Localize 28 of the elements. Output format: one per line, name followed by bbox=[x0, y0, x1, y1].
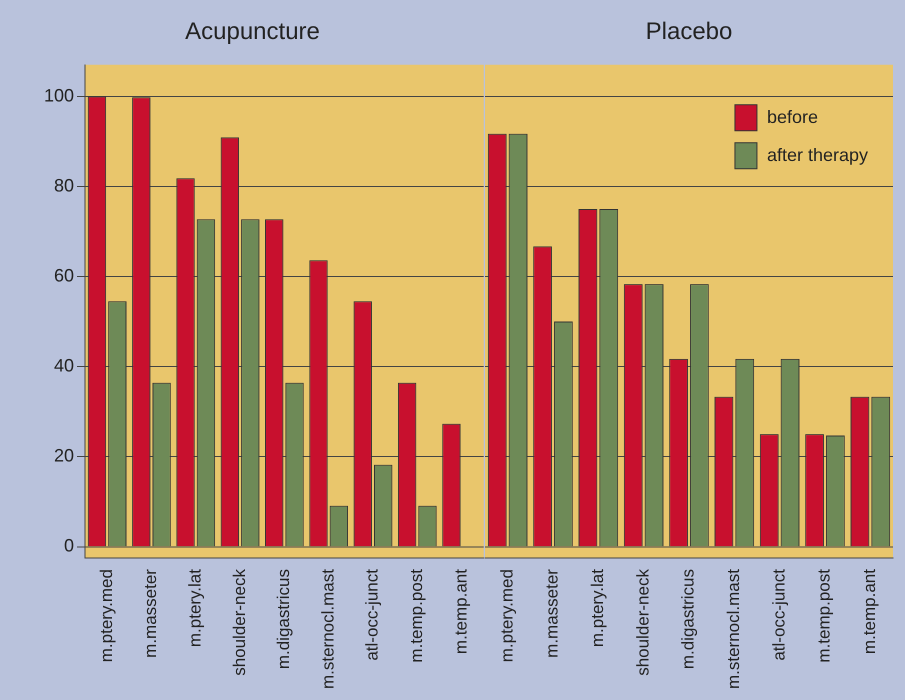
legend-label: after therapy bbox=[766, 144, 868, 165]
x-tick-label: atl-occ-junct bbox=[769, 568, 788, 661]
x-tick-label: m.temp.ant bbox=[860, 568, 880, 654]
x-tick-label: m.digastricus bbox=[678, 569, 698, 670]
x-tick-label: m.ptery.med bbox=[96, 569, 116, 662]
x-tick-label: shoulder-neck bbox=[633, 568, 652, 676]
x-tick-label: m.masseter bbox=[141, 568, 160, 658]
x-tick-label: m.ptery.lat bbox=[185, 568, 204, 648]
y-tick-label: 20 bbox=[54, 446, 74, 466]
y-tick-label: 100 bbox=[44, 85, 74, 106]
x-tick-label: m.ptery.med bbox=[497, 569, 516, 662]
y-tick-label: 60 bbox=[54, 265, 74, 286]
x-tick-label: m.digastricus bbox=[274, 569, 294, 670]
y-tick-label: 0 bbox=[64, 536, 74, 556]
x-tick-label: m.ptery.lat bbox=[588, 568, 608, 648]
x-tick-label: m.temp.post bbox=[406, 568, 426, 663]
y-tick-label: 80 bbox=[54, 175, 74, 196]
chart-title: Acupuncture bbox=[185, 18, 320, 46]
chart-title: Placebo bbox=[646, 18, 732, 46]
x-tick-label: shoulder-neck bbox=[230, 568, 249, 676]
x-tick-label: m.temp.ant bbox=[451, 568, 470, 654]
x-tick-label: m.masseter bbox=[542, 568, 562, 658]
legend-label: before bbox=[766, 106, 818, 127]
x-tick-label: atl-occ-junct bbox=[362, 568, 382, 661]
x-tick-label: m.sternocl.mast bbox=[724, 568, 744, 690]
x-tick-label: m.sternocl.mast bbox=[318, 568, 338, 690]
x-tick-label: m.temp.post bbox=[814, 568, 834, 663]
y-tick-label: 40 bbox=[54, 356, 74, 376]
